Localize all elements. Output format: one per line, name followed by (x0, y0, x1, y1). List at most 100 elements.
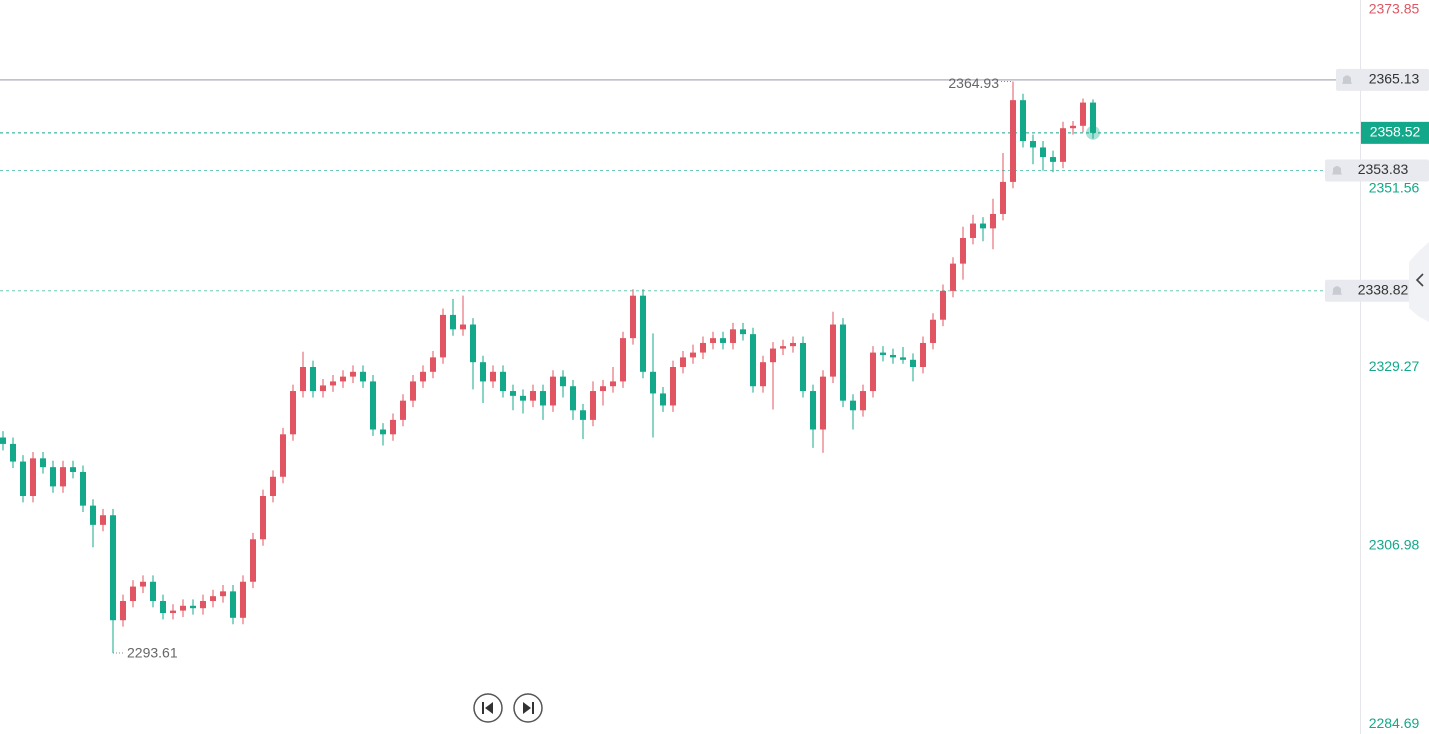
candle-body (280, 434, 286, 477)
y-tick-label: 2373.85 (1369, 1, 1420, 17)
nav-prev-button[interactable] (473, 693, 503, 723)
candle-body (150, 581, 156, 601)
min-annotation: 2293.61 (127, 645, 178, 661)
candle-body (600, 386, 606, 392)
y-tick-label: 2306.98 (1369, 537, 1420, 553)
candle-body (810, 391, 816, 430)
candle-body (1060, 128, 1066, 162)
candle-body (1090, 102, 1096, 133)
candle-body (730, 329, 736, 343)
candle-body (230, 591, 236, 618)
nav-prev-bar (482, 702, 484, 714)
candle-body (290, 391, 296, 435)
candle-body (950, 263, 956, 291)
candle-body (30, 458, 36, 497)
candle-body (10, 443, 16, 462)
candle-body (250, 539, 256, 582)
candle-body (650, 371, 656, 394)
alert-label: 2353.83 (1358, 161, 1409, 177)
candle-body (90, 505, 96, 525)
candle-body (780, 346, 786, 349)
candle-body (0, 437, 6, 444)
candle-body (930, 319, 936, 343)
candle-body (380, 429, 386, 435)
candle-body (1000, 181, 1006, 214)
candle-body (920, 342, 926, 367)
candle-body (270, 476, 276, 497)
nav-next-arrow (523, 702, 531, 714)
candle-body (1050, 157, 1056, 162)
candle-body (850, 400, 856, 411)
candle-body (790, 342, 796, 347)
candle-body (370, 381, 376, 430)
candle-body (540, 391, 546, 406)
candle-body (590, 391, 596, 420)
candle-body (870, 352, 876, 392)
nav-next-button[interactable] (513, 693, 543, 723)
candle-body (830, 324, 836, 377)
candle-body (390, 419, 396, 435)
candle-body (400, 400, 406, 420)
candle-body (350, 371, 356, 377)
candle-body (560, 376, 566, 387)
candle-body (40, 458, 46, 468)
candle-body (710, 338, 716, 343)
candle-body (330, 381, 336, 386)
candle-body (220, 591, 226, 597)
candle-body (1080, 102, 1086, 126)
candle-body (120, 600, 126, 621)
candle-body (580, 410, 586, 420)
candle-body (80, 471, 86, 506)
last-price-label: 2358.52 (1370, 124, 1421, 140)
alert-label-box (1325, 279, 1429, 302)
alert-label-box (1325, 159, 1429, 182)
candle-body (490, 371, 496, 382)
candle-body (800, 342, 806, 392)
nav-prev-arrow (485, 702, 493, 714)
candle-body (900, 357, 906, 360)
candle-body (140, 581, 146, 587)
candle-body (820, 376, 826, 430)
candle-body (320, 385, 326, 392)
candle-body (880, 352, 886, 355)
candle-body (500, 371, 506, 392)
candle-body (300, 367, 306, 392)
y-tick-label: 2351.56 (1369, 179, 1420, 195)
candle-body (1030, 141, 1036, 148)
candle-body (170, 610, 176, 614)
candle-body (520, 395, 526, 401)
candle-body (410, 381, 416, 401)
bell-icon (1332, 286, 1342, 295)
candle-body (1020, 100, 1026, 142)
candle-body (210, 596, 216, 601)
candle-body (610, 381, 616, 387)
candle-body (470, 324, 476, 363)
candle-body (240, 581, 246, 618)
candle-body (450, 314, 456, 330)
candle-body (510, 391, 516, 396)
candle-body (760, 362, 766, 387)
candle-body (840, 324, 846, 401)
max-annotation: 2364.93 (948, 75, 999, 91)
side-tab-icon (1415, 273, 1424, 287)
candle-body (530, 391, 536, 401)
bell-icon (1332, 165, 1342, 175)
candle-body (360, 371, 366, 382)
y-tick-label: 2284.69 (1369, 715, 1420, 731)
y-tick-label: 2329.27 (1369, 358, 1420, 374)
candle-body (890, 354, 896, 358)
candle-body (110, 515, 116, 621)
candle-body (690, 352, 696, 358)
candle-body (630, 295, 636, 339)
candle-body (70, 467, 76, 472)
candle-body (990, 213, 996, 229)
candle-body (340, 376, 346, 382)
candle-body (660, 393, 666, 406)
candle-body (310, 367, 316, 392)
candle-body (130, 586, 136, 601)
candle-body (860, 391, 866, 411)
candle-body (430, 357, 436, 372)
price-line-label: 2365.13 (1369, 71, 1420, 87)
